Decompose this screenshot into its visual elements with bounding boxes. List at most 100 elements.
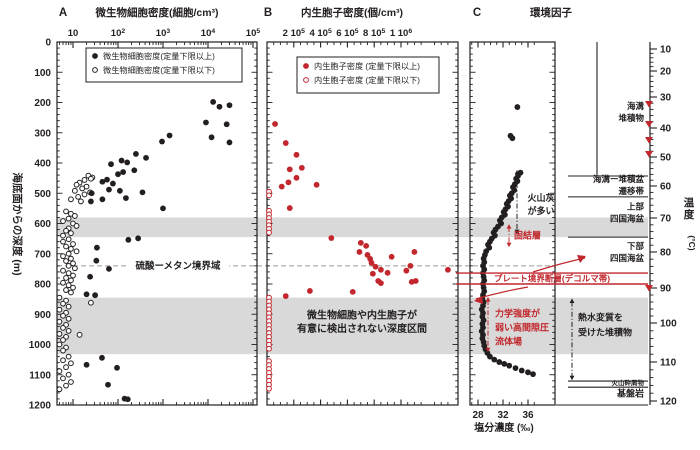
data-point (266, 385, 272, 392)
data-point (81, 191, 88, 198)
data-point (114, 364, 120, 371)
data-point (94, 244, 100, 251)
data-point (56, 368, 63, 375)
data-point (63, 287, 69, 293)
legend-a: 微生物細胞密度(定量下限以上) 微生物細胞密度(定量下限以下) (85, 47, 243, 83)
data-point (70, 272, 76, 279)
data-point (92, 53, 98, 59)
annotation-text: 火山灰 (527, 192, 554, 203)
depth-tick-label: 700 (34, 249, 51, 260)
temp-axis-title: (°C) (687, 235, 697, 250)
data-point (56, 318, 63, 325)
data-point (106, 186, 112, 193)
temperature-marker (645, 101, 653, 108)
data-point (60, 357, 66, 364)
stratum-label: 上部 (627, 201, 645, 211)
temperature-marker (645, 137, 653, 144)
data-point (293, 151, 300, 158)
temperature-marker (645, 151, 653, 158)
data-point (56, 386, 63, 393)
depth-axis-title: 海底面からの深度 (m) (11, 172, 24, 275)
data-point (378, 280, 384, 286)
data-point (65, 353, 72, 360)
data-point (88, 175, 94, 182)
stratum-label: 火山砕屑物 (612, 378, 645, 387)
data-point (226, 139, 233, 146)
stratum-label: 四国海盆 (610, 253, 645, 263)
data-point (70, 260, 76, 267)
depth-axis: 0 100 200 300 400 500 600 700 800 900 1000 1100 1200… (11, 38, 51, 412)
data-point (104, 176, 110, 183)
data-point (56, 294, 63, 301)
data-point (518, 367, 525, 374)
data-point (303, 63, 309, 69)
data-point (509, 135, 516, 142)
data-point (286, 205, 293, 211)
data-point (88, 190, 95, 197)
data-point (285, 179, 292, 186)
data-point (88, 198, 94, 205)
data-point (70, 284, 76, 291)
legend-label: 内生胞子密度 (定量下限以下) (314, 75, 420, 85)
panel-a: 10 102 103 104 105 A 微生物細胞密度(細胞/cm³) (56, 6, 260, 406)
data-point (216, 103, 223, 110)
legend-b: 内生胞子密度 (定量下限以上) 内生胞子密度 (定量下限以下) (296, 56, 440, 94)
data-point (105, 381, 111, 388)
temp-tick-label: 40 (660, 124, 672, 135)
data-point (87, 273, 94, 280)
data-point (514, 104, 521, 110)
data-point (60, 267, 66, 274)
data-point (68, 230, 74, 237)
data-point (109, 180, 116, 187)
data-point (369, 270, 376, 277)
data-point (99, 178, 106, 185)
data-point (83, 291, 90, 298)
data-point (203, 119, 209, 126)
data-point (372, 263, 379, 270)
axis-tick-label: 102 (111, 28, 126, 39)
annotation-text: 熱水変質を (578, 312, 623, 323)
axis-tick-label: 6 105 (336, 28, 359, 39)
panel-a-points (56, 98, 233, 403)
depth-tick-label: 1200 (29, 401, 52, 412)
data-point (99, 196, 106, 203)
temp-tick-label: 60 (660, 182, 672, 193)
data-point (68, 379, 74, 385)
data-point (65, 270, 72, 277)
data-point (63, 258, 69, 264)
data-point (60, 238, 66, 245)
axis-tick-label: 103 (156, 28, 171, 39)
data-point (68, 360, 74, 367)
data-point (363, 242, 370, 249)
data-point (120, 169, 127, 175)
data-point (368, 259, 375, 266)
depth-tick-label: 500 (34, 189, 51, 200)
no-detection-note: 有意に検出されない深度区間 (297, 322, 427, 335)
legend-label: 微生物細胞密度(定量下限以下) (103, 65, 215, 75)
data-point (60, 253, 66, 260)
temp-tick-label: 80 (660, 248, 672, 259)
data-point (512, 365, 519, 371)
axis-tick-label: 36 (522, 410, 534, 421)
depth-tick-label: 0 (45, 38, 51, 49)
data-point (133, 151, 139, 157)
data-point (282, 140, 289, 146)
data-point (71, 213, 78, 219)
data-point (491, 356, 498, 363)
data-point (65, 315, 72, 322)
data-point (73, 248, 80, 255)
data-point (357, 239, 364, 246)
annotation-text: 力学強度が (495, 308, 541, 319)
data-point (412, 278, 419, 284)
data-point (210, 98, 217, 105)
data-point (68, 196, 74, 203)
data-point (75, 193, 82, 200)
data-point (60, 300, 66, 307)
data-point (83, 361, 90, 368)
data-point (65, 215, 72, 222)
data-point (266, 345, 272, 352)
